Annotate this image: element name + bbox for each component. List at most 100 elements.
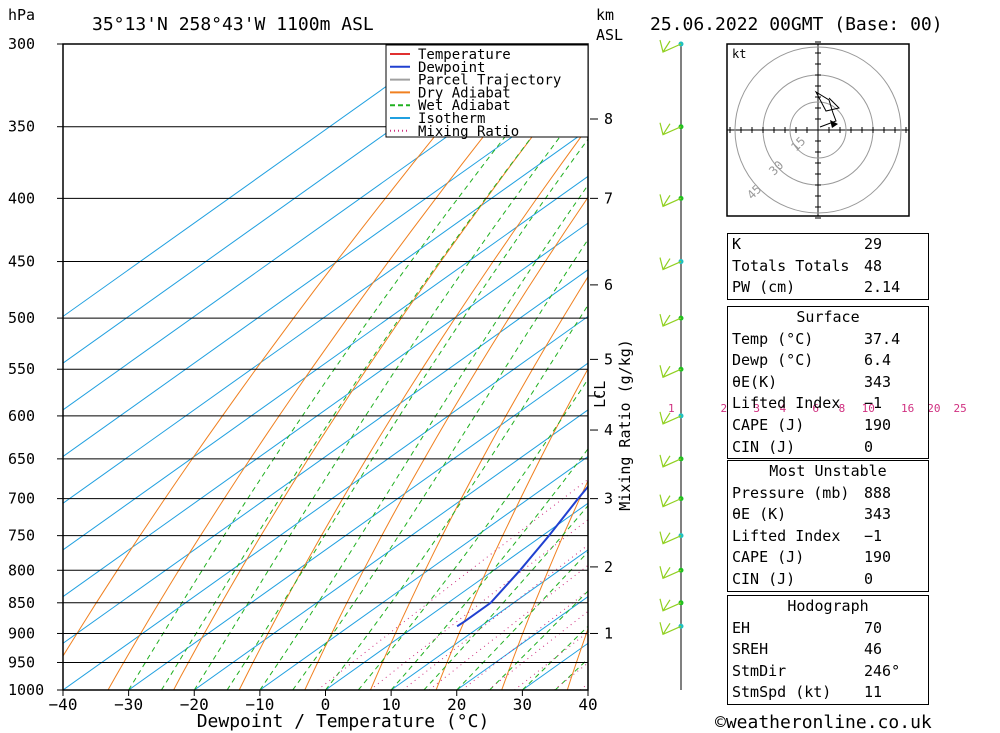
wind-barb — [659, 531, 682, 545]
row-label: θE(K) — [732, 372, 778, 391]
asl-unit-label: ASL — [596, 26, 623, 44]
y-tick-label: 950 — [8, 653, 35, 671]
mixing-ratio-label: 8 — [839, 402, 846, 415]
row-value: 246° — [864, 661, 901, 680]
x-tick-label: −20 — [180, 695, 209, 714]
y-tick-label: 650 — [8, 450, 35, 468]
y-tick-label: 350 — [8, 118, 35, 136]
row-value: 190 — [864, 548, 892, 567]
wet-adiabat-line — [128, 44, 579, 690]
table-row: StmSpd (kt) 11 — [728, 682, 928, 704]
isobar-lines — [63, 43, 588, 691]
y-tick-label: 900 — [8, 624, 35, 642]
legend-label: Temperature — [418, 47, 511, 63]
x-tick-label: 10 — [381, 695, 400, 714]
row-label: Totals Totals — [732, 256, 850, 275]
mixing-ratio-label: 25 — [953, 402, 966, 415]
y-tick-label: 700 — [8, 490, 35, 508]
row-label: PW (cm) — [732, 278, 796, 297]
table-row: CIN (J) 0 — [728, 569, 928, 591]
row-value: 46 — [864, 640, 883, 659]
table-row: CIN (J) 0 — [728, 437, 928, 459]
km-tick-label: 1 — [604, 624, 613, 642]
series-dewpoint-line — [456, 485, 588, 628]
altitude-axis: 8 7 6 5 4 3 2 1 LCL — [588, 110, 613, 642]
indices-table: K 29 Totals Totals 48 PW (cm) 2.14 — [727, 233, 929, 300]
y-tick-label: 450 — [8, 253, 35, 271]
wet-adiabat-line — [193, 98, 588, 690]
lcl-label: LCL — [591, 381, 609, 408]
row-value: 48 — [864, 256, 883, 275]
row-label: Pressure (mb) — [732, 483, 850, 502]
hpa-unit-label: hPa — [8, 6, 35, 24]
row-label: CAPE (J) — [732, 548, 805, 567]
x-tick-label: −30 — [114, 695, 143, 714]
row-label: EH — [732, 618, 751, 637]
wet-adiabat-line — [423, 504, 588, 690]
row-label: CAPE (J) — [732, 415, 805, 434]
legend-label: Parcel Trajectory — [418, 73, 561, 89]
legend-label: Mixing Ratio — [418, 124, 519, 140]
km-tick-label: 5 — [604, 350, 613, 368]
isotherm-line — [325, 502, 588, 690]
km-tick-label: 7 — [604, 189, 613, 207]
table-row: θE (K) 343 — [728, 504, 928, 526]
table-header: Hodograph — [787, 597, 869, 615]
row-value: 6.4 — [864, 351, 892, 370]
table-row: CAPE (J) 190 — [728, 547, 928, 569]
table-row: Pressure (mb) 888 — [728, 483, 928, 505]
wind-barb-column — [659, 39, 684, 690]
mixing-ratio-axis-title: Mixing Ratio (g/kg) — [616, 339, 634, 511]
hodograph-ring-label: 30 — [766, 158, 786, 178]
datetime-title: 25.06.2022 00GMT (Base: 00) — [650, 14, 943, 35]
isotherm-line — [63, 129, 588, 504]
isotherm-line — [63, 44, 512, 364]
wind-barb — [659, 566, 682, 580]
wet-adiabat-line — [160, 63, 588, 690]
mixing-ratio-label: 3 — [753, 402, 760, 415]
x-tick-label: −10 — [245, 695, 274, 714]
isotherm-line — [63, 175, 588, 551]
row-label: Temp (°C) — [732, 329, 814, 348]
legend-label: Dewpoint — [418, 60, 485, 76]
wind-barb — [659, 598, 682, 612]
table-row: PW (cm) 2.14 — [728, 277, 928, 299]
row-value: 0 — [864, 437, 874, 456]
footer-credit: ©weatheronline.co.uk — [715, 712, 932, 733]
x-tick-label: 20 — [447, 695, 466, 714]
x-tick-label: −40 — [49, 695, 78, 714]
row-value: −1 — [864, 526, 883, 545]
dry-adiabat-line — [961, 44, 1000, 690]
wet-adiabat-line — [456, 551, 588, 690]
row-value: 343 — [864, 505, 892, 524]
legend-label: Isotherm — [418, 111, 485, 127]
row-label: Lifted Index — [732, 394, 841, 413]
mixing-ratio-label: 2 — [721, 402, 728, 415]
isotherm-line — [128, 362, 588, 690]
x-tick-label: 30 — [513, 695, 532, 714]
y-tick-label: 500 — [8, 309, 35, 327]
row-value: 70 — [864, 618, 883, 637]
x-tick-label: 40 — [578, 695, 597, 714]
mixing-ratio-label: 1 — [668, 402, 675, 415]
pressure-axis: 300 350 400 450 500 550 600 650 700 750 800 850 900 9… — [8, 35, 63, 699]
table-header: Most Unstable — [769, 462, 887, 480]
wind-barb — [659, 257, 682, 271]
row-label: CIN (J) — [732, 437, 796, 456]
table-header: Surface — [796, 308, 860, 326]
km-tick-label: 8 — [604, 110, 613, 128]
hodograph-trace — [814, 90, 840, 128]
hodograph-ring-label: 45 — [744, 182, 764, 202]
wind-barb — [659, 454, 682, 468]
y-tick-label: 300 — [8, 35, 35, 53]
hodograph-ring — [789, 101, 847, 159]
isotherm-line — [63, 269, 588, 644]
table-row: Totals Totals 48 — [728, 256, 928, 278]
isotherm-line — [63, 315, 588, 690]
legend-label: Dry Adiabat — [418, 85, 511, 101]
table-row: Temp (°C) 37.4 — [728, 329, 928, 351]
dry-adiabat-line — [501, 479, 588, 690]
